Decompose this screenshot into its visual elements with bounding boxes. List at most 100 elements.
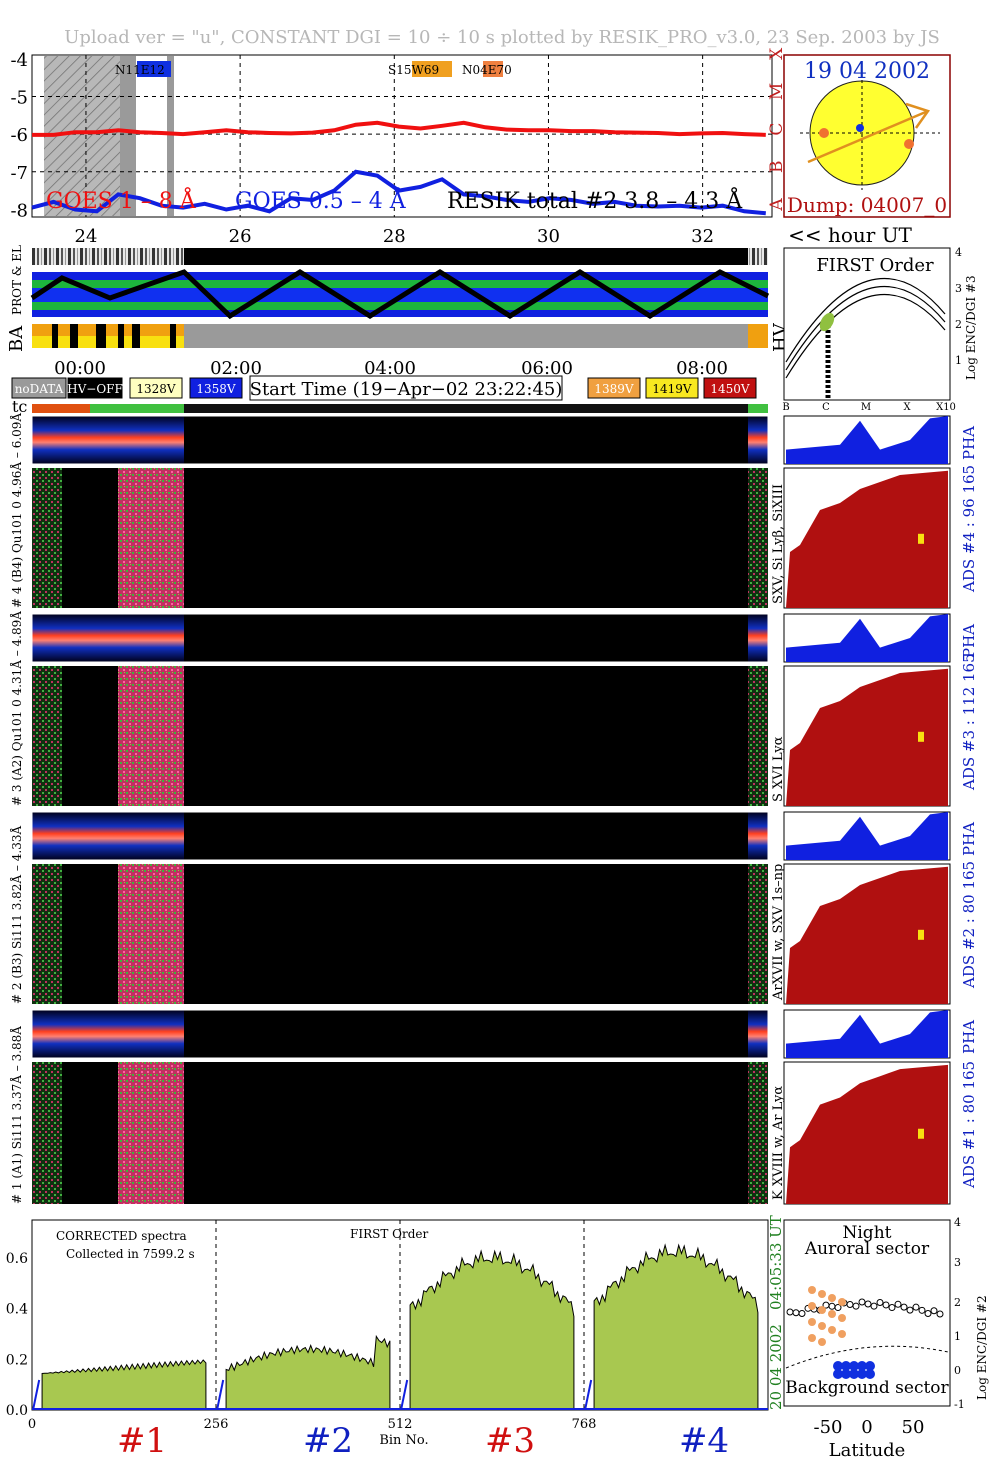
channel-rows: # 4 (B4) Qu101 0 4.96Å – 6.09Å SXV, Si Ly… bbox=[9, 413, 978, 1205]
spectra-blue-spike bbox=[584, 1379, 593, 1409]
latitude-blue-point bbox=[849, 1369, 859, 1379]
sun-active-region-right bbox=[904, 139, 914, 149]
sun-active-region-left bbox=[819, 128, 829, 138]
start-time-box bbox=[249, 375, 563, 401]
ads-marker bbox=[918, 533, 924, 544]
spectra-y-ticks: 0.0 0.2 0.4 0.6 bbox=[6, 1251, 28, 1419]
ba-strip-black-marks bbox=[52, 324, 176, 348]
legend-nodata-box bbox=[11, 377, 67, 399]
legend-1419: 1419V bbox=[652, 382, 692, 396]
latitude-orange-point bbox=[808, 1318, 816, 1326]
goes-x-tick: 32 bbox=[691, 226, 714, 247]
pha-strip-right bbox=[748, 614, 768, 662]
latitude-point bbox=[888, 1304, 896, 1312]
latitude-orange-point bbox=[828, 1294, 836, 1302]
first-order-panel: FIRST Order 1 2 3 4 B C M X X10 Log ENC/DGI #3 bbox=[782, 246, 978, 413]
legend-1450: 1450V bbox=[710, 382, 750, 396]
latitude-night: Night bbox=[843, 1223, 892, 1243]
resik-total-label: RESIK total #2 3.8 – 4.3 Å bbox=[447, 186, 743, 214]
pha-tag: PHA bbox=[960, 1020, 978, 1054]
hour-ut-label: << hour UT bbox=[788, 223, 912, 247]
goes-class-label: C bbox=[767, 123, 787, 136]
latitude-curve bbox=[785, 1345, 949, 1369]
sun-date: 19 04 2002 bbox=[804, 59, 930, 84]
flare-tag-3: N04E70 bbox=[462, 63, 512, 77]
latitude-point bbox=[936, 1310, 944, 1318]
pha-strip-bright bbox=[110, 812, 184, 860]
latitude-blue-point bbox=[841, 1369, 851, 1379]
sun-arrow-head bbox=[905, 102, 931, 129]
channel-row-2: # 2 (B3) Si111 3.82Å – 4.33Å ArXVII w, SX… bbox=[9, 811, 978, 1005]
channel-label: # 2 (B3) Si111 3.82Å – 4.33Å bbox=[9, 826, 24, 1004]
sun-path-line bbox=[807, 109, 929, 164]
latitude-point bbox=[864, 1300, 872, 1308]
first-order-curve-2 bbox=[785, 285, 946, 371]
first-order-scatter-cluster bbox=[819, 312, 835, 332]
ads-label: ADS #3 : 112 165 bbox=[960, 653, 978, 791]
flare-tag-2-bg bbox=[412, 61, 452, 77]
ads-histogram bbox=[786, 470, 948, 608]
goes-y-ticks: -4 -5 -6 -7 -8 bbox=[10, 50, 28, 222]
channel-row-1: # 1 (A1) Si111 3.37Å – 3.88Å K XVIII w, A… bbox=[9, 1009, 978, 1205]
time-tick: 02:00 bbox=[210, 358, 262, 379]
pha-strip-right bbox=[748, 416, 768, 464]
spectra-y-tick: 0.6 bbox=[6, 1251, 28, 1267]
spectra-y-tick: 0.0 bbox=[6, 1403, 28, 1419]
channel-lines-label: ArXVII w, SXV 1s–np bbox=[771, 864, 786, 1001]
image-strip-right bbox=[748, 1062, 768, 1204]
legend-1450-box bbox=[703, 377, 757, 399]
latitude-background: Background sector bbox=[785, 1378, 949, 1398]
channel-lines-label: SXV, Si Lyβ, SiXIII bbox=[771, 484, 786, 604]
image-strip-burst bbox=[118, 864, 184, 1004]
first-order-title: FIRST Order bbox=[816, 255, 934, 276]
latitude-point bbox=[918, 1306, 926, 1314]
channel-label: # 1 (A1) Si111 3.37Å – 3.88Å bbox=[9, 1026, 24, 1204]
legend-1328: 1328V bbox=[136, 382, 176, 396]
pha-histogram bbox=[786, 1010, 948, 1058]
spectra-x-tick: 768 bbox=[572, 1417, 597, 1432]
latitude-point bbox=[894, 1300, 902, 1308]
goes-long-label: GOES 1 – 8 Å bbox=[46, 186, 197, 214]
spectra-x-tick: 0 bbox=[28, 1417, 36, 1432]
first-order-y-tick: 1 bbox=[955, 354, 962, 367]
goes-class-label: B bbox=[767, 161, 787, 174]
channel-lines-label: K XVIII w, Ar Lyα bbox=[771, 1086, 786, 1200]
spectra-areas bbox=[32, 1243, 768, 1411]
pha-tag: PHA bbox=[960, 822, 978, 856]
latitude-orange-point bbox=[828, 1326, 836, 1334]
first-order-y-tick: 3 bbox=[955, 282, 962, 295]
time-tick: 04:00 bbox=[364, 358, 416, 379]
spectra-collected: Collected in 7599.2 s bbox=[66, 1247, 195, 1261]
spectra-x-tick: 512 bbox=[388, 1417, 413, 1432]
latitude-y-tick: 2 bbox=[954, 1296, 961, 1309]
pha-strip-frame bbox=[31, 613, 769, 663]
latitude-scatter bbox=[786, 1286, 944, 1379]
channel-label: # 3 (A2) Qu101 0 4.31Å – 4.89Å bbox=[9, 611, 24, 806]
latitude-orange-point bbox=[808, 1286, 816, 1294]
legend-1328-box bbox=[129, 377, 183, 399]
goes-x-tick: 30 bbox=[537, 226, 560, 247]
spectra-blue-spike bbox=[400, 1379, 409, 1409]
pha-strip-frame bbox=[31, 811, 769, 861]
image-strip-right bbox=[748, 468, 768, 608]
legend-nodata: noDATA bbox=[15, 382, 64, 396]
flare-tag-2: S15W69 bbox=[388, 63, 439, 77]
legend-hvoff: HV−OFF bbox=[67, 382, 123, 396]
flare-tag-1: N11E12 bbox=[115, 63, 165, 77]
latitude-blue-point bbox=[833, 1369, 843, 1379]
goes-y-tick: -8 bbox=[10, 200, 28, 221]
image-strip-right bbox=[748, 864, 768, 1004]
legend-1358: 1358V bbox=[196, 382, 236, 396]
latitude-y-tick: -1 bbox=[954, 1398, 965, 1411]
spectra-area-3 bbox=[409, 1249, 575, 1411]
spectra-blue-spike bbox=[216, 1379, 225, 1409]
latitude-xlabel: Latitude bbox=[829, 1440, 906, 1461]
image-strip-right bbox=[748, 666, 768, 806]
latitude-blue-point bbox=[833, 1361, 843, 1371]
legend-1419-box bbox=[645, 377, 699, 399]
spectra-date: 20 04 2002 bbox=[767, 1324, 785, 1410]
spectra-title-mid: FIRST Order bbox=[350, 1227, 428, 1241]
first-order-y-tick: 2 bbox=[955, 318, 962, 331]
latitude-y-tick: 1 bbox=[954, 1330, 961, 1343]
